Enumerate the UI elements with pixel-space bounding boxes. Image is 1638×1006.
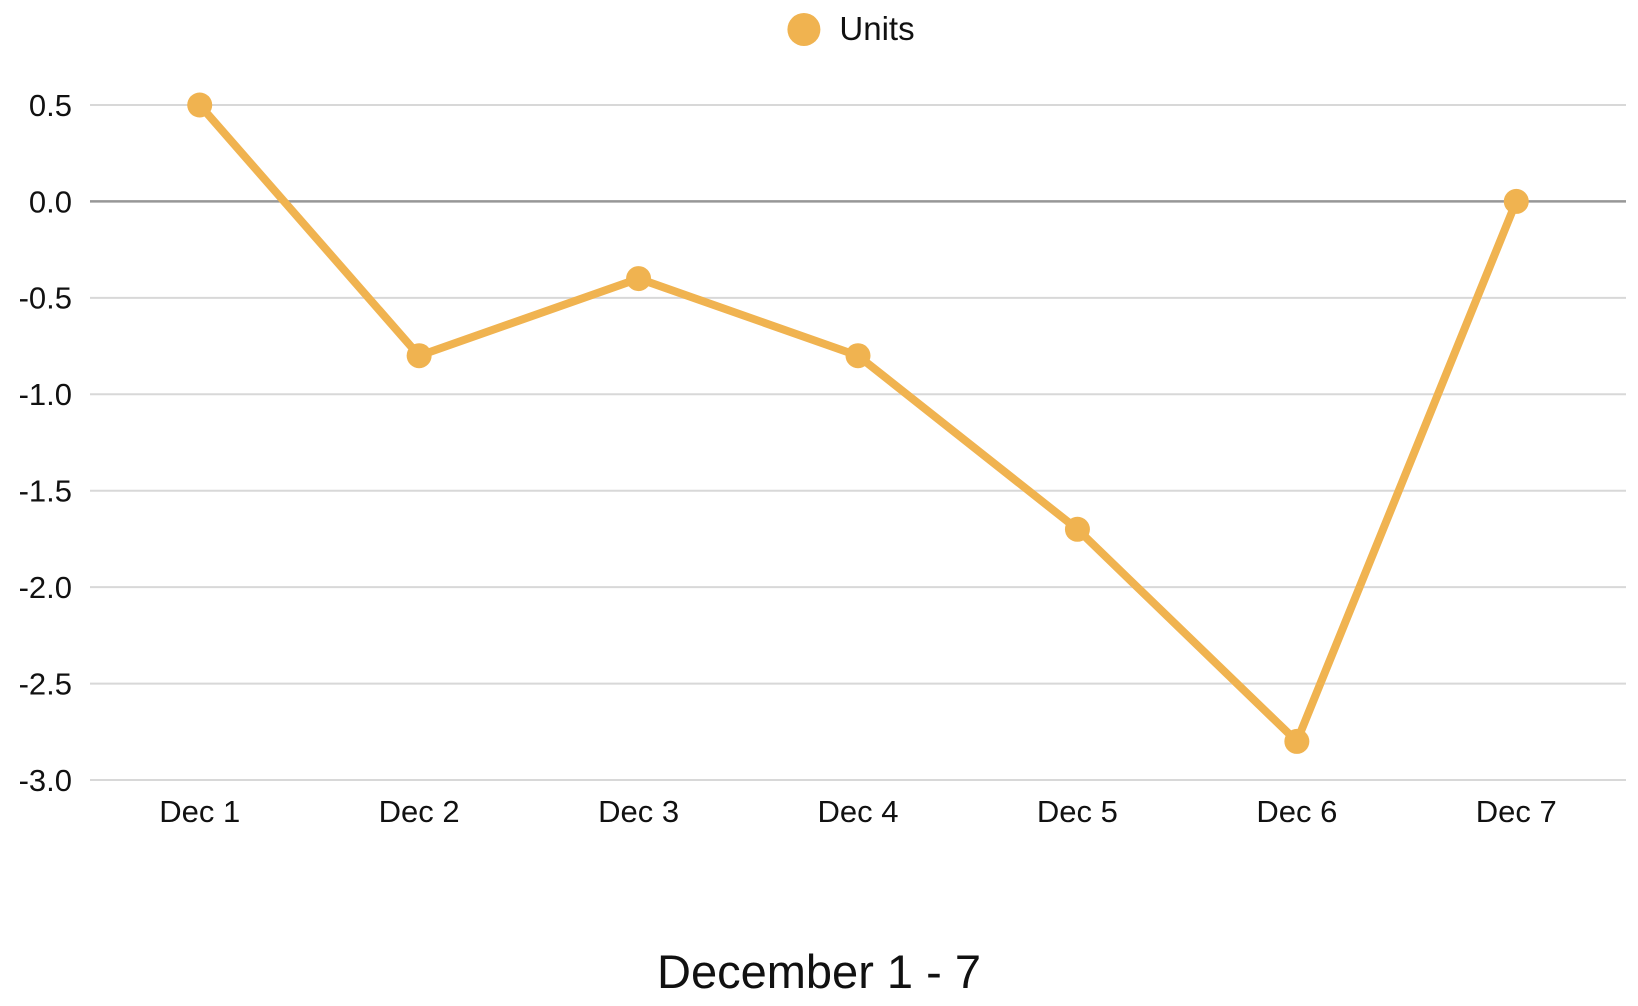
data-point — [187, 92, 213, 118]
y-tick-label: 0.0 — [29, 184, 72, 219]
chart-legend: Units — [787, 10, 915, 47]
x-tick-label: Dec 1 — [159, 794, 240, 829]
x-tick-label: Dec 7 — [1476, 794, 1557, 829]
data-point — [1503, 188, 1529, 214]
y-tick-label: -1.0 — [19, 377, 72, 412]
x-tick-label: Dec 2 — [379, 794, 460, 829]
data-point — [1284, 728, 1310, 754]
gridlines — [90, 104, 1626, 781]
chart-title: December 1 - 7 — [657, 945, 981, 998]
x-tick-label: Dec 5 — [1037, 794, 1118, 829]
y-tick-label: -1.5 — [19, 474, 72, 509]
y-tick-label: -0.5 — [19, 281, 72, 316]
x-tick-label: Dec 4 — [818, 794, 899, 829]
units-legend-marker-icon — [787, 13, 821, 46]
data-point — [626, 266, 652, 292]
y-tick-label: -2.0 — [19, 570, 72, 605]
y-tick-label: -3.0 — [19, 763, 72, 798]
x-axis-labels: Dec 1 Dec 2 Dec 3 Dec 4 Dec 5 Dec 6 Dec 7 — [159, 794, 1557, 829]
y-tick-label: -2.5 — [19, 666, 72, 701]
data-point — [406, 343, 432, 369]
line-chart: 0.50.0-0.5-1.0-1.5-2.0-2.5-3.0 Dec 1 Dec … — [19, 88, 1626, 829]
data-point — [845, 343, 871, 369]
x-tick-label: Dec 3 — [598, 794, 679, 829]
series-layer — [187, 92, 1529, 754]
y-tick-label: 0.5 — [29, 88, 72, 123]
legend-item-label: Units — [839, 10, 915, 47]
x-tick-label: Dec 6 — [1256, 794, 1337, 829]
data-point — [1064, 516, 1090, 542]
y-axis-labels: 0.5 0.0 -0.5 -1.0 -1.5 -2.0 -2.5 -3.0 — [19, 88, 72, 798]
